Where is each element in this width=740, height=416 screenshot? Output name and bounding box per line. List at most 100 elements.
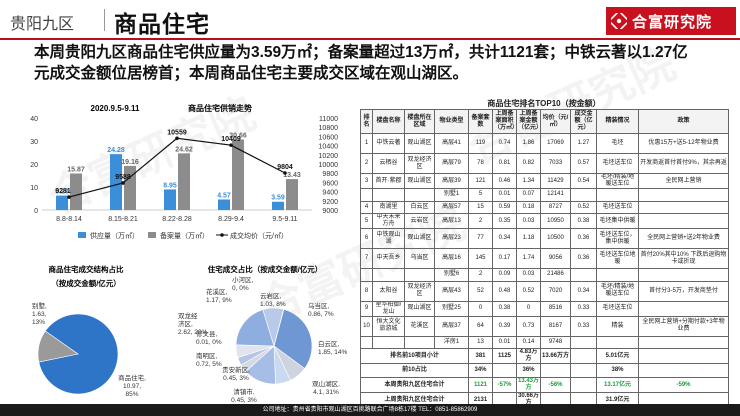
top10-table-panel: 商品住宅排名TOP10（按金额） 排名 楼盘名称 楼盘所在区域 物业类型 备案套数 上周备… xyxy=(360,98,729,409)
table-cell: 34% xyxy=(468,363,493,379)
table-cell: 0.39 xyxy=(492,315,517,337)
y-right-tick-label: 11000 xyxy=(319,116,338,123)
table-cell: 52 xyxy=(468,280,493,302)
legend-swatch xyxy=(148,232,156,238)
table-cell: 优惠15万+送5-12年物业费 xyxy=(638,133,729,154)
table-cell xyxy=(638,300,729,317)
table-cell: 中铁云著 xyxy=(372,133,405,154)
table-row: 4 南湖里 白云区 高层57 15 0.59 0.18 8727 0.52 毛坯送车位 xyxy=(360,200,729,215)
table-cell: 乌当区 xyxy=(404,248,435,270)
table-cell xyxy=(360,335,373,350)
table-cell: 11429 xyxy=(540,173,571,189)
x-tick-label: 8.8-8.14 xyxy=(56,216,82,223)
table-cell: 77 xyxy=(468,228,493,250)
table-cell: 0.36 xyxy=(570,248,597,270)
table-cell: 0.81 xyxy=(492,153,517,174)
table-header-cell: 精装情况 xyxy=(596,109,639,134)
table-summary-row: 前10占比 34% 36% 38% xyxy=(360,363,729,379)
table-cell: 毛坯送车位，集中供暖 xyxy=(596,228,639,250)
table-cell xyxy=(596,335,639,350)
table-cell xyxy=(638,268,729,282)
table-cell: -56% xyxy=(540,377,571,394)
table-row: 9 星华柏御/龙山 观山湖区 别墅25 0 0.38 0 8516 0.33 毛坯送车位 xyxy=(360,300,729,317)
legend-marker xyxy=(220,233,224,237)
table-cell: 21486 xyxy=(540,268,571,282)
summary-line: 本周贵阳九区商品住宅供应量为3.59万㎡；备案量超过13万㎡，共计1121套；中… xyxy=(34,44,688,61)
table-cell: 2 xyxy=(468,213,493,230)
price-point xyxy=(175,136,179,141)
y-left-tick-label: 10 xyxy=(30,185,38,192)
table-row: 8 太阳谷 双龙经济区 高层43 52 0.48 0.52 7020 0.34 毛坯/精装/地暖送… xyxy=(360,280,729,302)
supply-sales-trend-svg: 2020.9.5-9.11 商品住宅供销走势 0 10 20 30 40 9000 9200… xyxy=(30,103,339,240)
bar-supply xyxy=(110,154,122,210)
table-cell: 0.52 xyxy=(516,280,541,302)
table-cell: 381 xyxy=(468,348,493,365)
y-right-tick-label: 9400 xyxy=(322,190,338,197)
table-row: 别墅6 2 0.09 0.03 21486 xyxy=(360,268,729,282)
table-row: 1 中铁云著 观山湖区 高层41 119 0.74 1.86 17069 1.27 毛坯 优惠15万… xyxy=(360,133,729,154)
table-cell: 15 xyxy=(468,200,493,215)
table-cell: 8516 xyxy=(540,300,571,317)
table-cell: -59% xyxy=(638,377,729,394)
bar-data-label: 4.57 xyxy=(217,192,231,199)
table-cell: 0.34 xyxy=(492,228,517,250)
price-data-label: 10409 xyxy=(221,136,241,143)
bar-filed xyxy=(124,165,136,210)
slide-header: 贵阳九区 商品住宅 合富研究院 xyxy=(0,0,740,40)
table-cell: 全民网上营销+分期付款+3年物业费 xyxy=(638,315,729,337)
table-cell: 洋房1 xyxy=(434,335,469,350)
table-cell: 0.33 xyxy=(570,315,597,337)
table-cell: 观山湖区 xyxy=(404,300,435,317)
table-header-cell: 排名 xyxy=(360,109,373,134)
y-right-tick-label: 10600 xyxy=(319,134,339,141)
legend-label: 成交均价（元/㎡） xyxy=(230,231,288,240)
pie-slice xyxy=(37,330,79,363)
pie-label: 1.03, 8% xyxy=(260,301,286,308)
table-cell: 0.18 xyxy=(516,200,541,215)
supply-sales-trend-chart: 2020.9.5-9.11 商品住宅供销走势 0 10 20 30 40 9000 9200… xyxy=(20,98,350,250)
pie-label: 10.97, xyxy=(123,383,141,390)
x-tick-label: 9.5-9.11 xyxy=(272,216,297,223)
legend-swatch xyxy=(78,232,86,238)
y-left-tick-label: 0 xyxy=(34,208,38,215)
table-cell xyxy=(372,268,405,282)
legend-label: 备案量（万㎡） xyxy=(160,231,209,240)
y-right-tick-label: 10800 xyxy=(319,125,339,132)
table-row: 7 中天吾乡 乌当区 高层16 145 0.17 1.74 9056 0.36 毛坯送车位地暖 首付… xyxy=(360,248,729,270)
table-header-cell: 上周备案金额（亿元） xyxy=(516,109,541,134)
table-cell: 双龙经济区 xyxy=(404,153,435,174)
table-cell: 7 xyxy=(360,248,373,270)
table-cell: 毛坯 xyxy=(596,133,639,154)
pie-label: 双龙经 xyxy=(178,311,198,320)
table-cell: 8167 xyxy=(540,315,571,337)
table-cell: 9748 xyxy=(540,335,571,350)
table-cell xyxy=(570,335,597,350)
table-cell: 高层79 xyxy=(434,153,469,174)
table-cell: 0.01 xyxy=(492,335,517,350)
table-cell: 7033 xyxy=(540,153,571,174)
table-cell: 5 xyxy=(468,188,493,202)
table-header-cell: 楼盘名称 xyxy=(372,109,405,134)
pie-label: 修文县, xyxy=(196,329,218,338)
table-header-cell: 物业类型 xyxy=(434,109,469,134)
pie-label: 0.45, 3% xyxy=(223,375,249,382)
company-logo: 合富研究院 xyxy=(606,7,736,35)
table-cell: -57% xyxy=(492,377,517,394)
chart-title: 商品住宅供销走势 xyxy=(188,103,252,113)
bar-data-label: 24.28 xyxy=(107,147,125,154)
table-cell: 2 xyxy=(468,268,493,282)
table-cell: 中天吾乡 xyxy=(372,248,405,270)
y-right-tick-label: 10400 xyxy=(319,144,339,151)
pie-label: 白云区, xyxy=(318,339,340,348)
table-cell: 0.54 xyxy=(570,173,597,189)
table-cell: 0 xyxy=(468,300,493,317)
structure-pie-chart: 商品住宅成交结构占比 （按成交金额/亿元） 商品住宅, 10.97, 85% 别墅, 1… xyxy=(20,262,180,406)
pie-label: 85% xyxy=(125,391,138,398)
table-cell: 1.27 xyxy=(570,133,597,154)
table-cell xyxy=(596,188,639,202)
table-cell: 13.17亿元 xyxy=(596,377,639,394)
table-header-cell: 备案套数 xyxy=(468,109,493,134)
table-cell: 10950 xyxy=(540,213,571,230)
bar-data-label: 24.62 xyxy=(175,146,193,153)
y-left-tick-label: 20 xyxy=(30,162,38,169)
